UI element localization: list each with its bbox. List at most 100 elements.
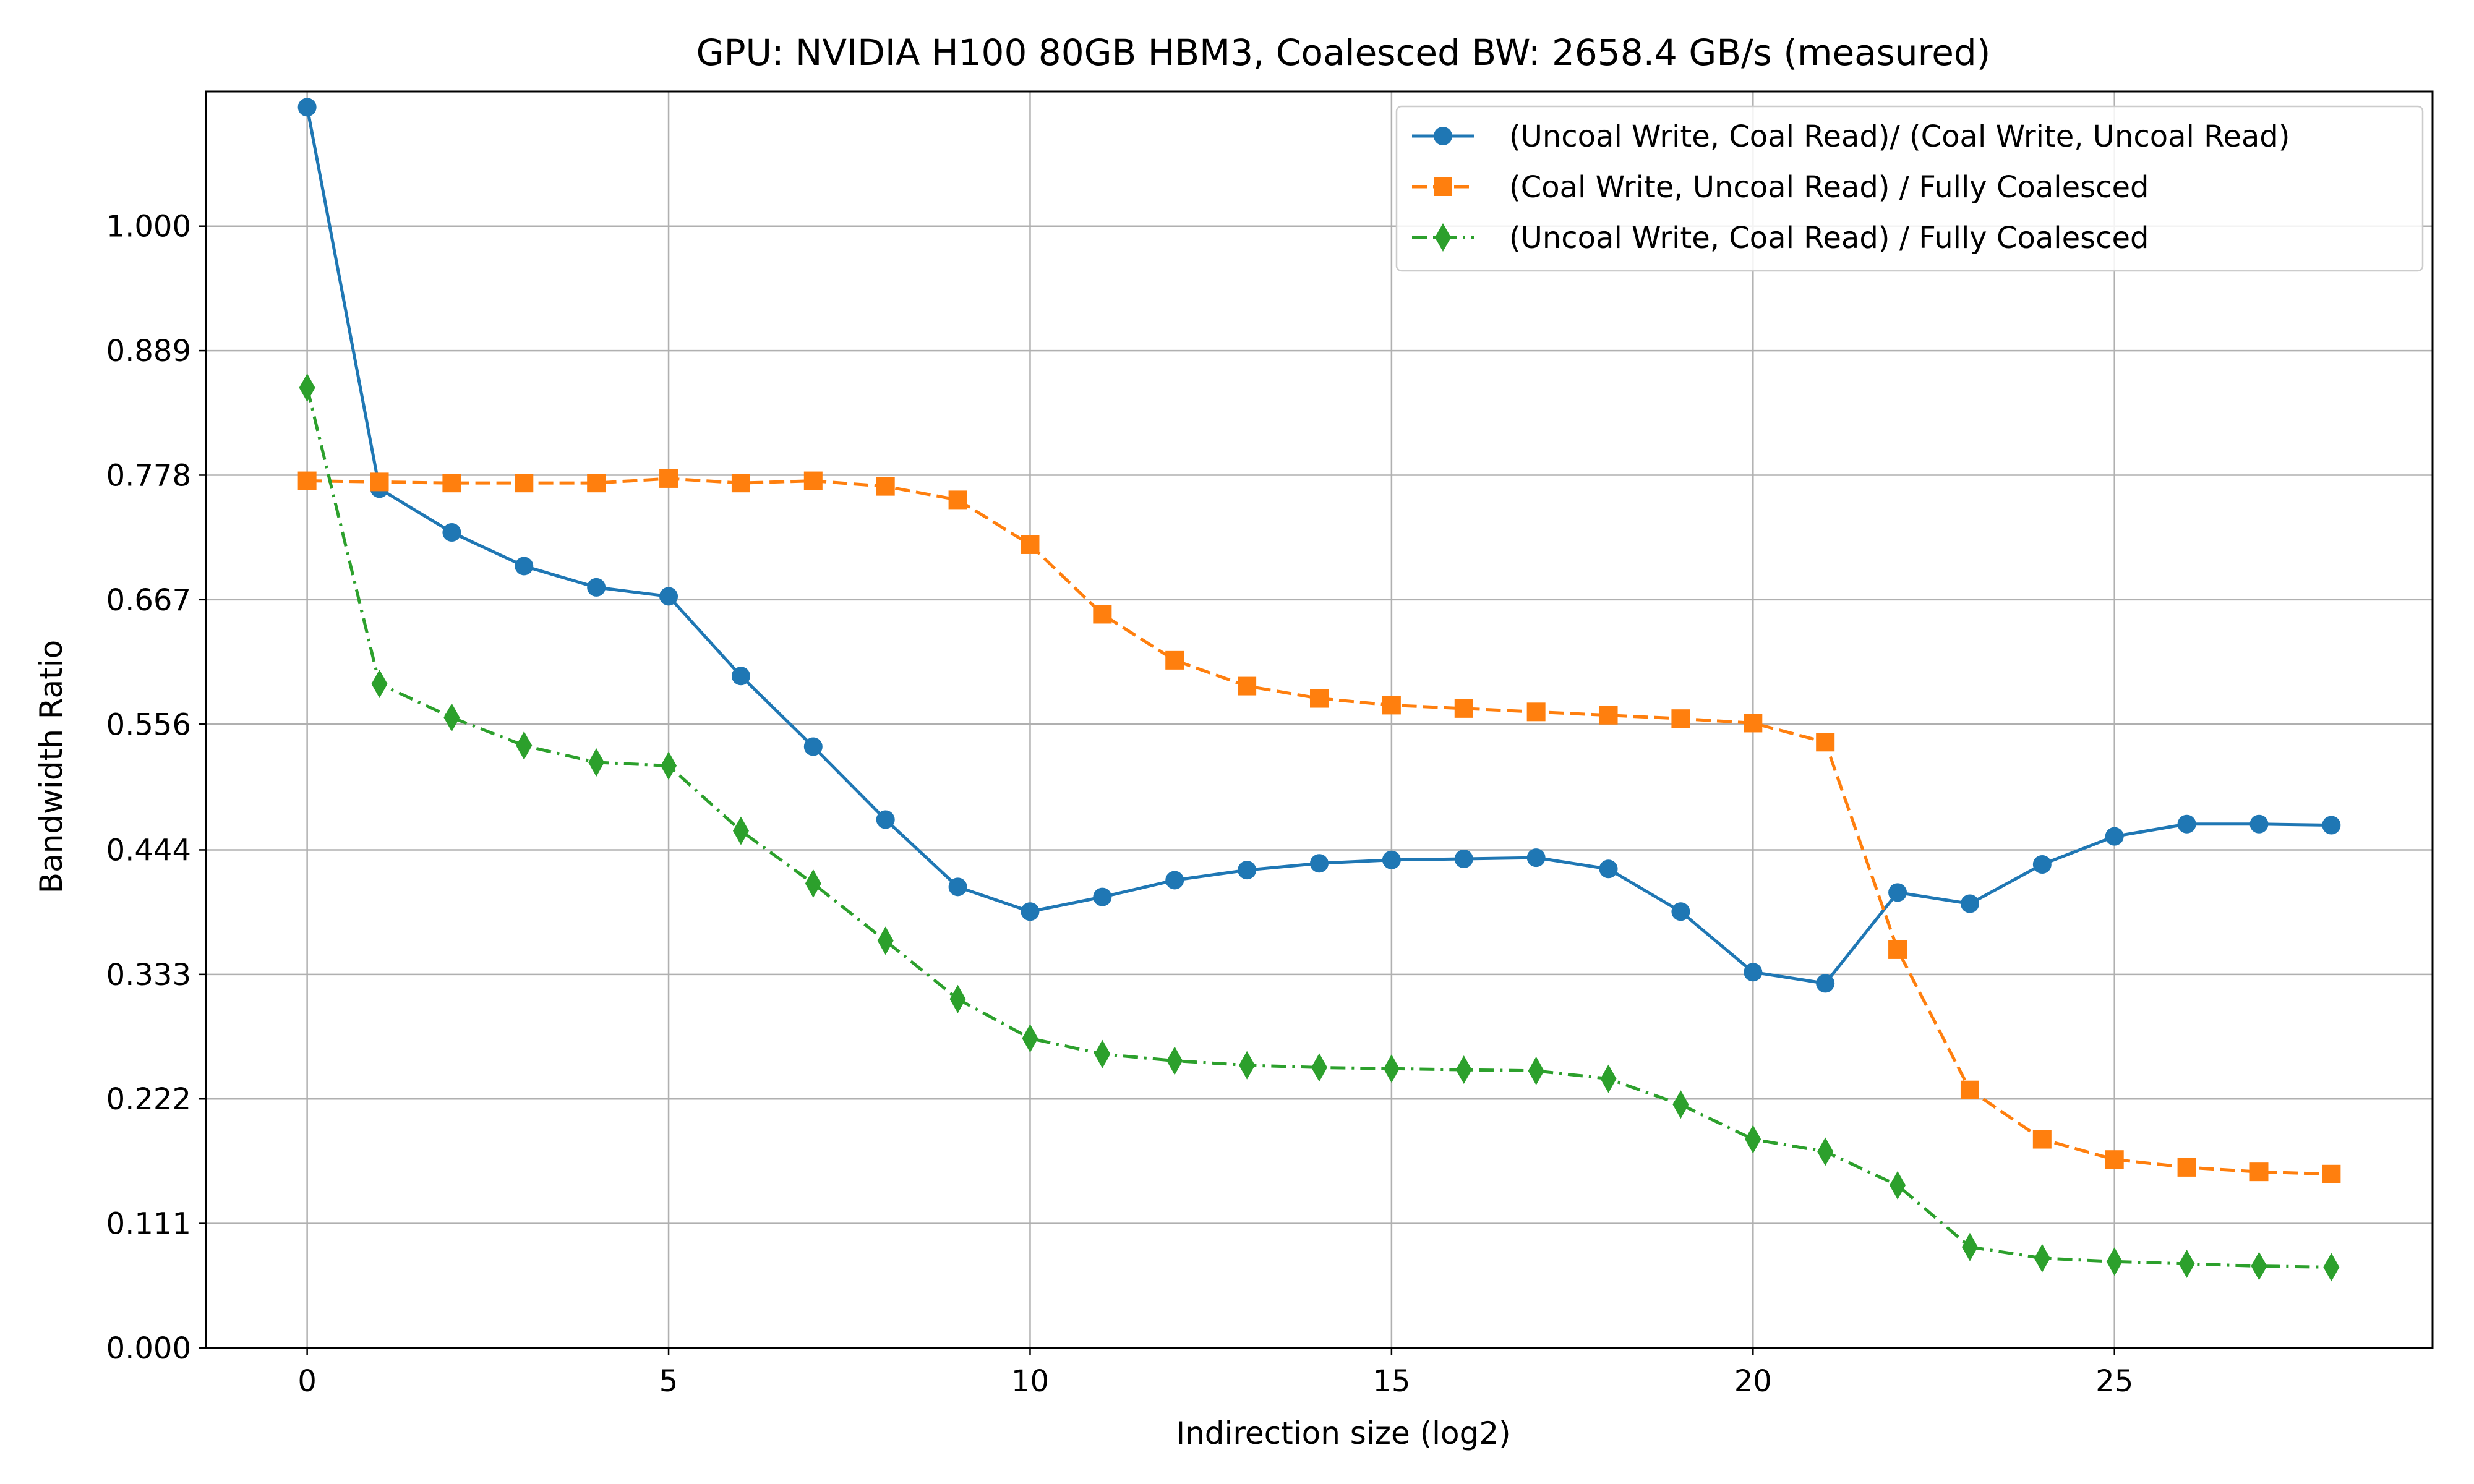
series-1-point bbox=[1888, 883, 1907, 902]
legend-label: (Uncoal Write, Coal Read)/ (Coal Write, … bbox=[1509, 119, 2290, 154]
series-1-point bbox=[948, 877, 967, 897]
series-2-point bbox=[1816, 733, 1835, 752]
series-3-point bbox=[443, 703, 460, 732]
series-1-point bbox=[1454, 849, 1473, 868]
series-3-point bbox=[2323, 1253, 2340, 1282]
series-1-point bbox=[1165, 871, 1184, 890]
legend-entry: (Coal Write, Uncoal Read) / Fully Coales… bbox=[1412, 170, 2149, 205]
legend-marker bbox=[1434, 127, 1452, 145]
series-3-point bbox=[1455, 1055, 1472, 1085]
series-1-point bbox=[1599, 859, 1618, 879]
series-2 bbox=[297, 469, 2341, 1183]
x-axis: 0 5 10 15 20 25 bbox=[297, 1348, 2133, 1399]
series-2-point bbox=[297, 471, 317, 490]
series-2-point bbox=[876, 477, 895, 496]
series-1-point bbox=[442, 523, 461, 542]
series-2-point bbox=[1526, 702, 1546, 722]
y-tick-label: 0.000 bbox=[106, 1331, 191, 1366]
series-1-point bbox=[1382, 850, 1401, 869]
legend-entry: (Uncoal Write, Coal Read)/ (Coal Write, … bbox=[1412, 119, 2290, 154]
series-1-point bbox=[876, 810, 895, 829]
series-layer bbox=[297, 98, 2341, 1282]
series-3-point bbox=[1890, 1171, 1906, 1200]
y-tick-label: 0.444 bbox=[106, 833, 191, 868]
series-1-point bbox=[1744, 963, 1763, 982]
x-axis-label: Indirection size (log2) bbox=[1176, 1415, 1510, 1451]
series-1-point bbox=[803, 737, 823, 756]
series-3-point bbox=[516, 731, 533, 760]
series-1-point bbox=[1310, 854, 1329, 873]
x-tick-label: 0 bbox=[297, 1364, 317, 1399]
series-3-point bbox=[1672, 1090, 1689, 1119]
series-1-point bbox=[1816, 974, 1835, 993]
series-2-point bbox=[2032, 1130, 2052, 1149]
y-tick-label: 0.111 bbox=[106, 1207, 191, 1242]
series-1-point bbox=[2322, 816, 2341, 835]
series-2-point bbox=[1671, 709, 1690, 728]
y-tick-label: 1.000 bbox=[106, 210, 191, 244]
legend-marker bbox=[1435, 223, 1451, 252]
series-3-point bbox=[1817, 1137, 1834, 1166]
y-tick-label: 0.333 bbox=[106, 958, 191, 992]
y-tick-label: 0.778 bbox=[106, 458, 191, 493]
series-3-point bbox=[661, 751, 677, 780]
series-2-point bbox=[1021, 535, 1040, 554]
series-3-point bbox=[2178, 1249, 2195, 1278]
series-1-point bbox=[297, 98, 317, 117]
series-3-point bbox=[1311, 1053, 1327, 1082]
series-3-point bbox=[299, 373, 315, 402]
series-3-point bbox=[732, 816, 749, 845]
series-2-point bbox=[1454, 699, 1473, 718]
series-2-point bbox=[2105, 1150, 2124, 1169]
series-1-point bbox=[2249, 814, 2269, 834]
y-tick-label: 0.667 bbox=[106, 583, 191, 618]
series-3-point bbox=[371, 669, 388, 698]
series-1-point bbox=[1671, 902, 1690, 921]
series-2-point bbox=[1744, 714, 1763, 733]
series-2-point bbox=[1960, 1080, 1979, 1099]
series-3-point bbox=[1745, 1125, 1761, 1154]
series-2-point bbox=[2249, 1162, 2269, 1182]
series-2-point bbox=[1310, 689, 1329, 708]
series-2-point bbox=[948, 490, 967, 510]
series-1-point bbox=[1021, 902, 1040, 921]
x-tick-label: 5 bbox=[659, 1364, 678, 1399]
series-2-point bbox=[2177, 1158, 2196, 1177]
legend-entry: (Uncoal Write, Coal Read) / Fully Coales… bbox=[1412, 221, 2149, 255]
series-2-point bbox=[587, 474, 606, 493]
series-2-point bbox=[442, 474, 461, 493]
series-2-point bbox=[2322, 1164, 2341, 1183]
chart-title: GPU: NVIDIA H100 80GB HBM3, Coalesced BW… bbox=[696, 32, 1991, 74]
y-tick-label: 0.222 bbox=[106, 1082, 191, 1117]
series-1-point bbox=[731, 667, 750, 686]
series-2-point bbox=[731, 474, 750, 493]
series-2-point bbox=[1093, 605, 1112, 624]
legend-box bbox=[1395, 105, 2424, 272]
y-tick-label: 0.556 bbox=[106, 707, 191, 742]
series-1-point bbox=[587, 578, 606, 597]
series-3-point bbox=[588, 748, 605, 777]
series-1-point bbox=[2177, 814, 2196, 834]
series-1-point bbox=[1238, 861, 1257, 880]
series-3-point bbox=[877, 926, 894, 955]
series-3-point bbox=[949, 984, 966, 1013]
series-3-point bbox=[1022, 1024, 1038, 1053]
y-tick-label: 0.889 bbox=[106, 334, 191, 369]
series-3-point bbox=[1600, 1064, 1617, 1093]
series-1-point bbox=[659, 587, 678, 606]
series-1-point bbox=[515, 556, 534, 576]
series-2-point bbox=[1382, 696, 1401, 715]
series-2-point bbox=[370, 472, 389, 492]
series-1-point bbox=[1526, 848, 1546, 868]
grid-lines bbox=[206, 92, 2433, 1349]
series-1-point bbox=[1093, 887, 1112, 906]
series-2-point bbox=[1165, 650, 1184, 670]
series-2-point bbox=[1888, 940, 1907, 959]
y-axis: 0.000 0.111 0.222 0.333 0.444 0.556 0.667 0.778… bbox=[106, 210, 206, 1366]
series-3-point bbox=[1528, 1056, 1544, 1085]
series-2-point bbox=[803, 471, 823, 490]
series-3-point bbox=[1961, 1232, 1978, 1261]
series-1-point bbox=[1960, 894, 1979, 913]
series-3 bbox=[299, 373, 2340, 1282]
